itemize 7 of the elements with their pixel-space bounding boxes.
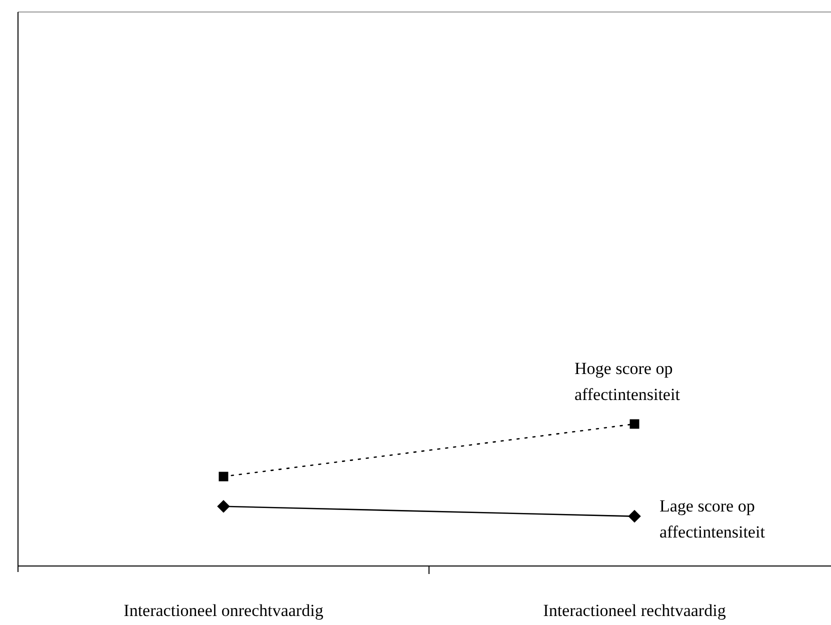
series-label: Hoge score op affectintensiteit [574,359,680,404]
series-label: Lage score op affectintensiteit [660,496,766,542]
x-tick-label: Interactioneel onrechtvaardig [124,601,324,620]
point [628,510,641,523]
x-tick-label: Interactioneel rechtvaardig [543,601,726,620]
point [630,419,640,429]
point [218,472,228,482]
